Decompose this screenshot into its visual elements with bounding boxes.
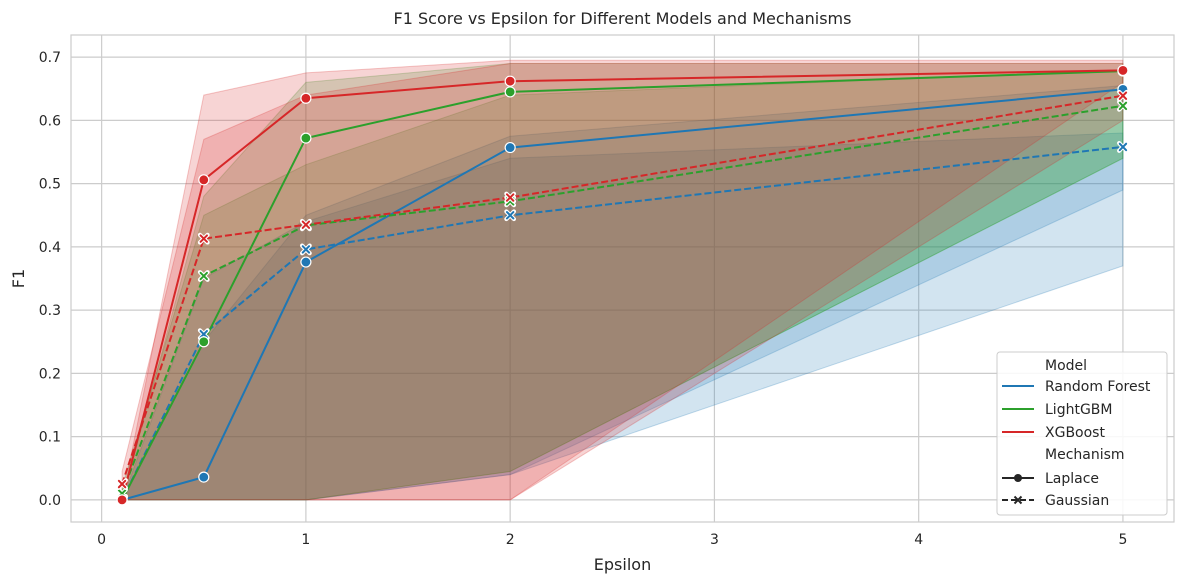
marker-xgboost-laplace — [300, 92, 312, 104]
marker-random-forest-laplace — [198, 471, 210, 483]
marker-lightgbm-laplace — [300, 132, 312, 144]
marker-xgboost-gaussian — [1118, 91, 1128, 100]
legend-model-title: Model — [1045, 358, 1087, 374]
marker-random-forest-gaussian — [1118, 142, 1128, 152]
marker-xgboost-gaussian — [301, 220, 311, 229]
y-tick-label: 0.5 — [39, 177, 61, 193]
band-xgboost-gaussian — [121, 63, 1124, 501]
marker-lightgbm-laplace — [504, 86, 516, 98]
marker-lightgbm-gaussian — [1118, 101, 1128, 111]
marker-xgboost-laplace — [1117, 64, 1129, 77]
legend-label-gaussian: Gaussian — [1045, 493, 1109, 509]
marker-xgboost-laplace — [198, 174, 210, 186]
y-tick-label: 0.4 — [39, 240, 61, 256]
y-tick-label: 0.3 — [39, 303, 61, 319]
y-axis-label: F1 — [9, 269, 28, 288]
marker-random-forest-gaussian — [199, 329, 208, 339]
y-tick-label: 0.1 — [39, 430, 61, 446]
y-tick-label: 0.6 — [39, 113, 61, 129]
plot-area — [70, 34, 1175, 523]
grid-lines — [71, 35, 1174, 522]
band-lightgbm-gaussian — [121, 69, 1124, 501]
series-markers — [116, 64, 1129, 506]
marker-random-forest-gaussian — [301, 245, 311, 254]
marker-xgboost-laplace — [116, 494, 128, 506]
marker-xgboost-laplace — [504, 75, 516, 87]
legend-label-xgboost: XGBoost — [1045, 425, 1105, 441]
legend-entry-xgboost: XGBoost — [1002, 425, 1105, 441]
band-random-forest-laplace — [121, 85, 1124, 501]
legend-entry-lightgbm: LightGBM — [1002, 402, 1112, 418]
marker-xgboost-gaussian — [505, 193, 515, 202]
confidence-bands — [121, 59, 1124, 501]
marker-random-forest-laplace — [300, 256, 312, 268]
marker-lightgbm-laplace — [198, 336, 210, 348]
marker-xgboost-gaussian — [117, 479, 127, 489]
legend-frame — [996, 351, 1168, 516]
plot-background — [71, 35, 1174, 522]
line-random-forest-gaussian — [121, 145, 1124, 501]
legend-mechanism-title: Mechanism — [1045, 447, 1125, 463]
marker-xgboost-gaussian — [199, 234, 208, 243]
x-tick-label: 5 — [1118, 532, 1127, 548]
y-tick-label: 0.0 — [39, 493, 61, 509]
marker-lightgbm-gaussian — [199, 271, 208, 281]
x-tick-label: 4 — [914, 532, 923, 548]
x-tick-label: 1 — [301, 532, 310, 548]
x-tick-label: 2 — [506, 532, 515, 548]
legend-entry-gaussian: Gaussian — [1002, 493, 1109, 509]
legend-label-lightgbm: LightGBM — [1045, 402, 1112, 418]
legend-entry-random-forest: Random Forest — [1002, 379, 1151, 395]
axis-ticks: 0 1 2 3 4 5 0.0 0.1 0.2 0.3 0.4 0.5 0.6 0.7 — [39, 50, 1128, 548]
chart-title: F1 Score vs Epsilon for Different Models… — [394, 9, 852, 28]
y-tick-label: 0.2 — [39, 366, 61, 382]
legend-circle-marker-icon — [1014, 474, 1022, 482]
legend: Model Random Forest LightGBM XGBoost Mec… — [996, 351, 1168, 516]
x-tick-label: 0 — [97, 532, 106, 548]
marker-random-forest-laplace — [504, 141, 516, 154]
x-axis-label: Epsilon — [594, 555, 651, 574]
marker-random-forest-gaussian — [505, 211, 515, 220]
legend-label-random-forest: Random Forest — [1045, 379, 1151, 395]
legend-entry-laplace: Laplace — [1002, 471, 1099, 487]
legend-x-marker-icon — [1013, 495, 1023, 505]
x-tick-label: 3 — [710, 532, 719, 548]
plot-frame — [70, 34, 1175, 523]
legend-label-laplace: Laplace — [1045, 471, 1099, 487]
y-tick-label: 0.7 — [39, 50, 61, 66]
